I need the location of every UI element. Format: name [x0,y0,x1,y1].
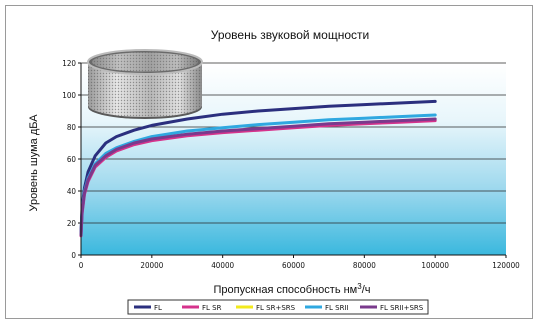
y-tick-label: 40 [67,187,77,196]
x-axis-label-main: Пропускная способность нм [213,284,357,296]
legend-label: FL SRII+SRS [380,304,424,312]
y-axis-ticks: 0 20 40 60 80 100 120 [62,59,81,260]
x-tick-label: 100000 [421,261,449,270]
x-tick-label: 20000 [140,261,163,270]
legend-box [127,299,429,315]
series-lines [79,99,437,238]
legend: FL FL SR FL SR+SRS FL SRII FL SRII+SRS [134,304,424,312]
x-axis-label: Пропускная способность нм3/ч [213,282,370,296]
x-tick-label: 60000 [282,261,305,270]
y-tick-label: 60 [67,155,77,164]
perforated-ring-image [87,49,203,119]
y-tick-label: 80 [67,123,77,132]
x-tick-label: 120000 [492,261,520,270]
chart-title: Уровень звуковой мощности [211,28,369,42]
x-tick-label: 80000 [353,261,376,270]
x-tick-label: 0 [79,261,84,270]
legend-label: FL [154,304,162,312]
y-tick-label: 100 [62,91,76,100]
x-axis-ticks: 0 20000 40000 60000 80000 100000 120000 [79,255,520,270]
series-line-fl [79,99,437,235]
legend-label: FL SR+SRS [256,304,296,312]
legend-label: FL SR [202,304,222,312]
y-tick-label: 120 [62,59,76,68]
y-axis-label: Уровень шума дБА [28,114,40,212]
x-axis-label-sup: 3 [357,282,362,291]
y-tick-label: 20 [67,219,77,228]
legend-label: FL SRII [325,304,349,312]
x-axis-label-tail: /ч [362,284,371,296]
series-line-fl-srii-srs [79,117,437,237]
x-tick-label: 40000 [211,261,234,270]
y-tick-label: 0 [71,251,76,260]
